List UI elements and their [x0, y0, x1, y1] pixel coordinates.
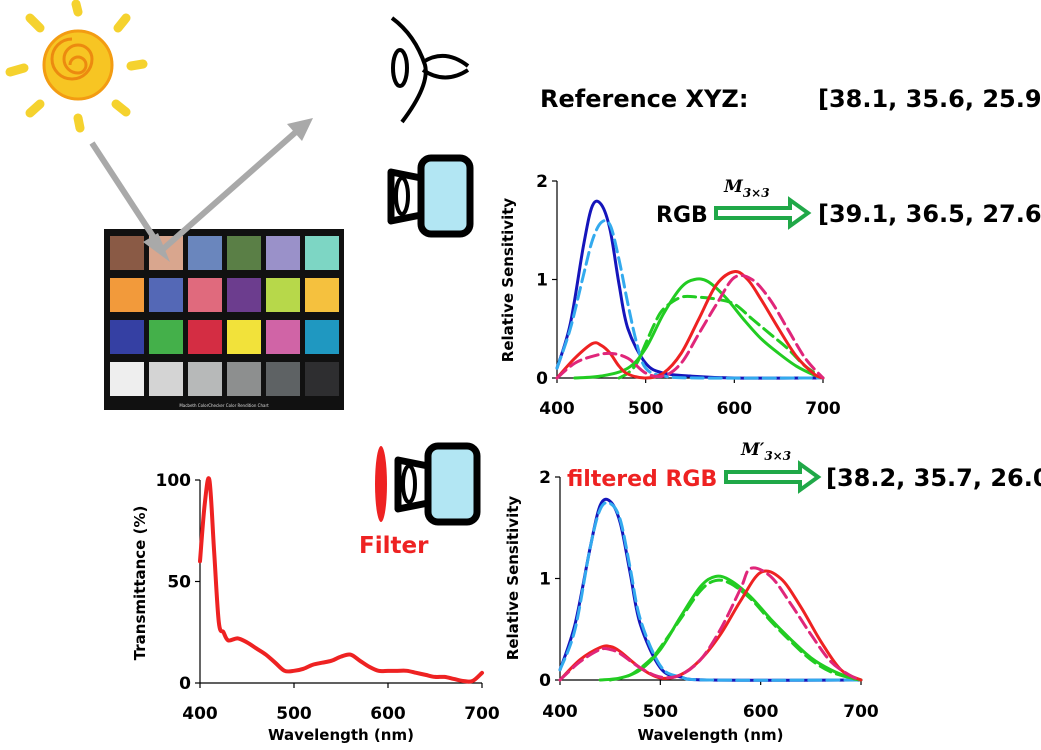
x-tick-label: 700	[805, 399, 841, 419]
x-tick-label: 700	[464, 704, 500, 724]
color-patch	[149, 320, 183, 354]
camera2-xyz-value: [38.2, 35.7, 26.0]	[826, 464, 1041, 492]
color-patch	[266, 236, 300, 270]
color-patch	[305, 278, 339, 312]
reflected-arrowhead	[287, 118, 313, 141]
color-patch	[110, 320, 144, 354]
filter-label: Filter	[359, 533, 429, 559]
color-patch	[188, 278, 222, 312]
y-tick-label: 1	[539, 570, 551, 590]
color-patch	[305, 362, 339, 396]
series-line-blue-target	[558, 501, 863, 682]
y-tick-label: 1	[536, 271, 548, 291]
series-line-blue-camera	[558, 497, 863, 682]
colorchecker-chart: Macbeth ColorChecker Color Rendition Cha…	[104, 229, 344, 410]
color-patch	[266, 278, 300, 312]
rgb-label: RGB	[656, 203, 708, 228]
x-tick-label: 400	[182, 704, 218, 724]
series-line-red-target	[555, 273, 825, 380]
matrix-m-prime-label: M′3×3	[740, 440, 791, 463]
y-axis-label: Transmittance (%)	[131, 506, 149, 661]
x-tick-label: 700	[843, 702, 879, 722]
color-patch	[305, 236, 339, 270]
camera1-xyz-value: [39.1, 36.5, 27.6]	[818, 200, 1041, 228]
color-patch	[188, 236, 222, 270]
series-line-green-target	[617, 294, 825, 380]
color-patch	[266, 362, 300, 396]
reference-label: Reference XYZ:	[540, 85, 748, 113]
x-tick-label: 600	[370, 704, 406, 724]
color-patch	[227, 320, 261, 354]
y-axis-label: Relative Sensitivity	[499, 198, 517, 363]
color-patch	[305, 320, 339, 354]
x-tick-label: 500	[628, 399, 664, 419]
series-line-red-target	[558, 566, 863, 682]
sensitivity-chart-original: 0 1 2 400 500 600 700 Relative Sensitivity	[499, 172, 841, 419]
y-tick-label: 2	[536, 172, 548, 192]
camera-icon	[387, 154, 474, 238]
color-patch	[110, 236, 144, 270]
transform-arrow-2	[724, 460, 822, 494]
x-axis-label: Wavelength (nm)	[268, 726, 414, 744]
series-line-green-camera	[573, 277, 825, 380]
color-patch	[266, 320, 300, 354]
color-patch	[149, 362, 183, 396]
color-patch	[227, 278, 261, 312]
series-line-blue-camera	[555, 199, 825, 380]
series-line-green-camera	[598, 574, 863, 682]
series-line-transmittance	[198, 476, 484, 684]
color-patch	[149, 278, 183, 312]
color-patch	[188, 362, 222, 396]
series-line-green-target	[608, 578, 863, 682]
incident-arrowhead	[143, 233, 170, 262]
color-patch	[110, 362, 144, 396]
x-tick-label: 500	[276, 704, 312, 724]
matrix-m-label: M3×3	[723, 177, 770, 200]
y-tick-label: 100	[156, 471, 192, 491]
transform-arrow-1	[714, 196, 812, 230]
y-tick-label: 2	[539, 468, 551, 488]
filter-icon	[375, 446, 387, 522]
x-tick-label: 400	[542, 702, 578, 722]
light-ray-arrows	[89, 118, 313, 262]
color-patch	[227, 236, 261, 270]
eye-icon	[390, 16, 470, 124]
x-tick-label: 600	[717, 399, 753, 419]
x-tick-label: 400	[539, 399, 575, 419]
transmittance-chart: 0 50 100 400 500 600 700 Transmittance (%) Wavel…	[131, 471, 500, 744]
reference-value: [38.1, 35.6, 25.9]	[818, 85, 1041, 113]
sensitivity-chart-filtered: 0 1 2 400 500 600 700 Relative Sensitivity Wavel…	[504, 468, 879, 744]
camera-with-filter-icon	[394, 442, 481, 526]
y-axis-label: Relative Sensitivity	[504, 496, 522, 661]
y-tick-label: 0	[536, 369, 548, 389]
color-patch	[110, 278, 144, 312]
sun-icon	[5, 0, 148, 133]
color-patch	[227, 362, 261, 396]
filtered-rgb-label: filtered RGB	[567, 467, 717, 492]
y-tick-label: 0	[539, 671, 551, 691]
y-tick-label: 0	[179, 674, 191, 694]
x-tick-label: 600	[743, 702, 779, 722]
x-axis-label: Wavelength (nm)	[638, 726, 784, 744]
colorchecker-caption: Macbeth ColorChecker Color Rendition Cha…	[179, 403, 269, 408]
series-line-red-camera	[555, 270, 825, 380]
color-patch	[188, 320, 222, 354]
series-line-blue-target	[555, 219, 825, 380]
y-tick-label: 50	[167, 573, 191, 593]
x-tick-label: 500	[643, 702, 679, 722]
